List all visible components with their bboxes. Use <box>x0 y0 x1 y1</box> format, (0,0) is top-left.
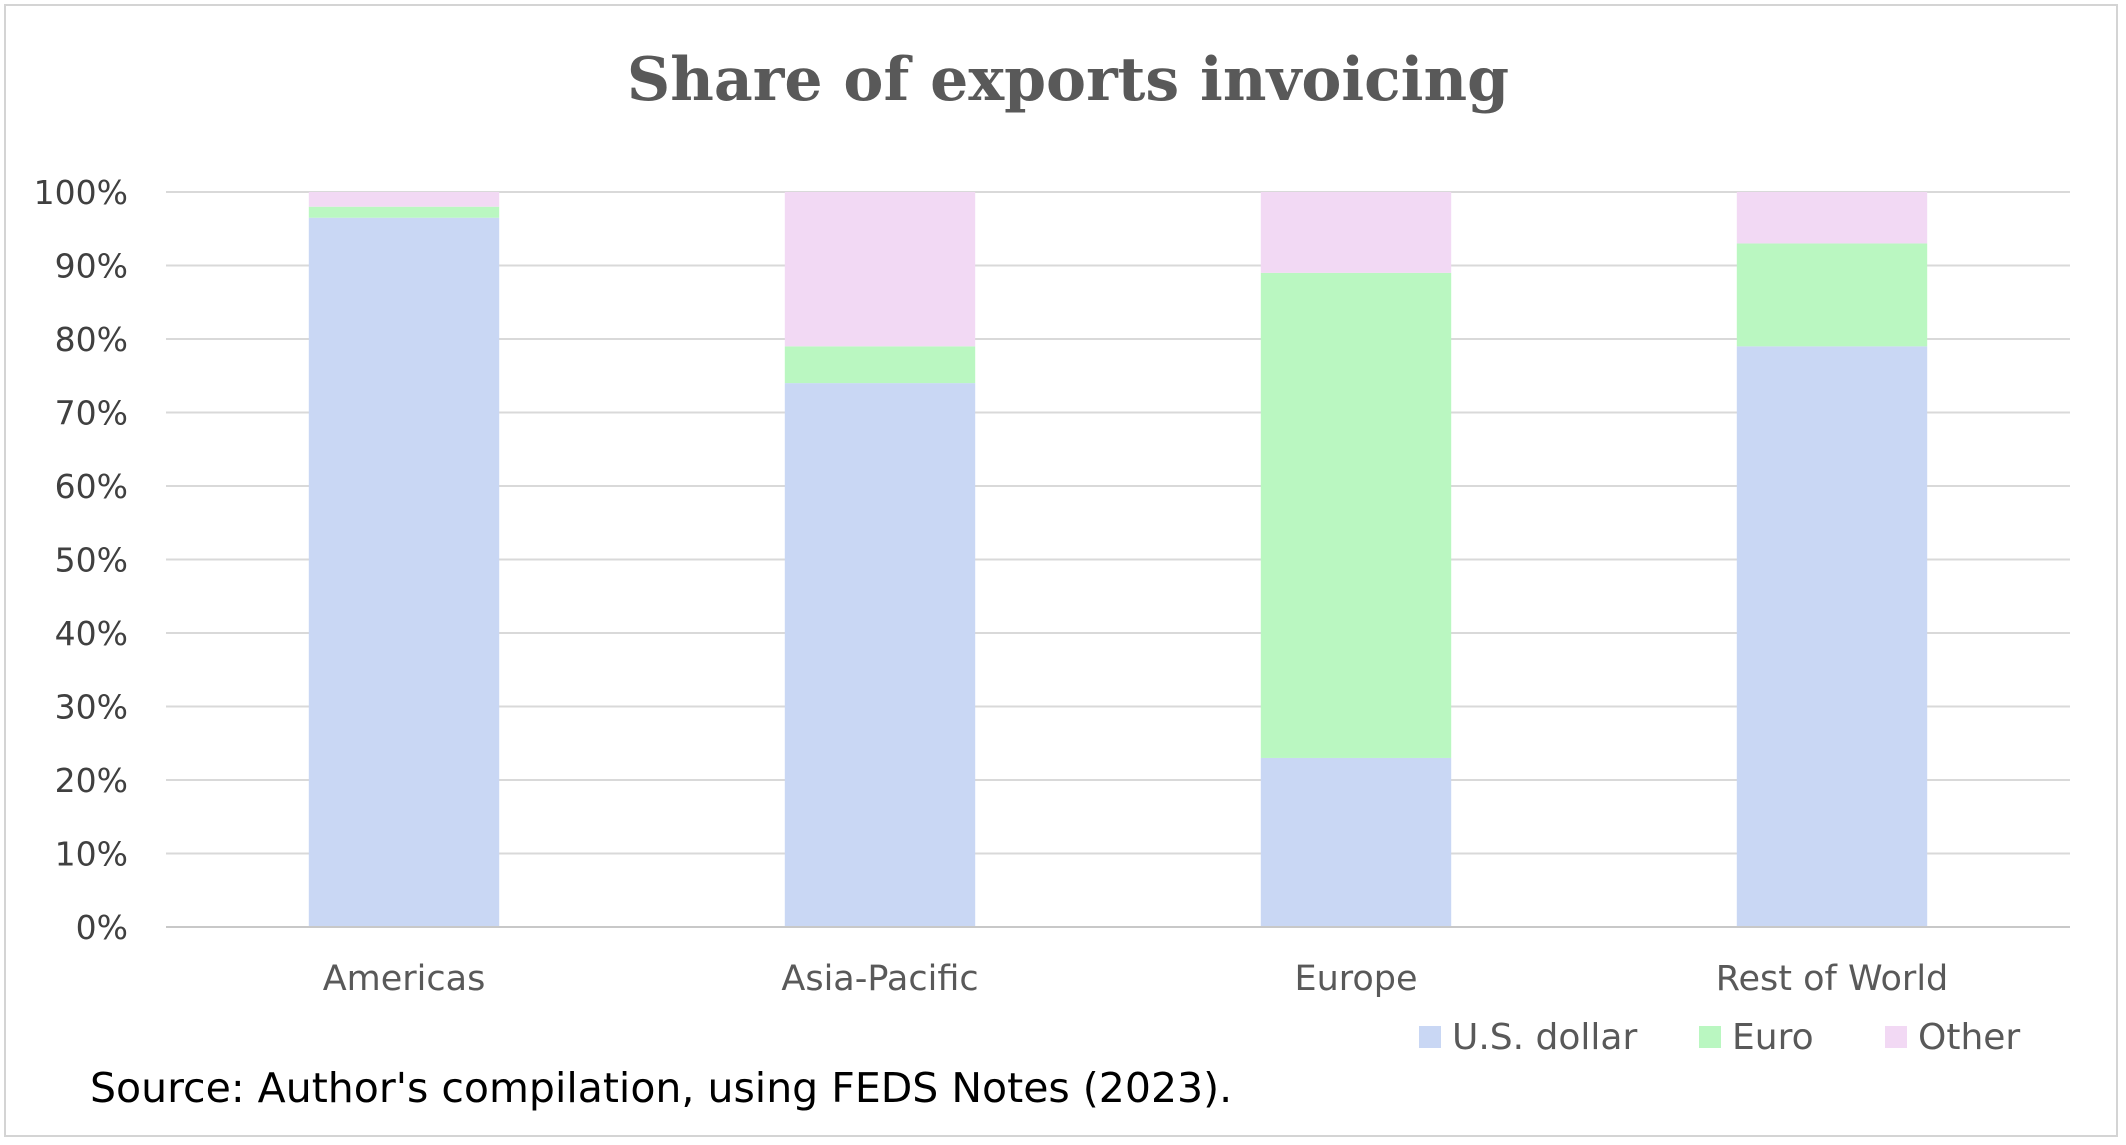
bar-europe-u-s-dollar <box>1260 757 1452 927</box>
bar-europe-other <box>1260 192 1452 273</box>
legend: U.S. dollar Euro Other <box>1419 1017 2020 1058</box>
y-tick-label: 80% <box>55 320 128 359</box>
bar-americas-euro <box>308 206 500 218</box>
bars <box>308 192 1928 928</box>
bar-rest-of-world-euro <box>1736 243 1928 347</box>
x-category-label: Americas <box>323 959 486 999</box>
x-category-label: Rest of World <box>1716 959 1949 999</box>
legend-swatch <box>1885 1026 1907 1048</box>
legend-label: U.S. dollar <box>1452 1017 1637 1058</box>
bar-americas-other <box>308 192 500 207</box>
x-axis-category-labels: Americas Asia-Pacific Europe Rest of World <box>323 959 1949 999</box>
bar-rest-of-world-u-s-dollar <box>1736 346 1928 928</box>
y-tick-label: 90% <box>55 247 128 286</box>
y-tick-label: 0% <box>76 908 128 947</box>
legend-label: Other <box>1918 1017 2020 1058</box>
legend-swatch <box>1419 1026 1441 1048</box>
bar-asia-pacific-other <box>784 192 976 347</box>
bar-rest-of-world-other <box>1736 192 1928 244</box>
bar-americas-u-s-dollar <box>308 217 500 928</box>
y-tick-label: 70% <box>55 394 128 433</box>
y-tick-label: 100% <box>34 173 128 212</box>
bar-europe-euro <box>1260 272 1452 758</box>
x-category-label: Europe <box>1294 959 1417 999</box>
y-tick-label: 50% <box>55 541 128 580</box>
x-category-label: Asia-Pacific <box>781 959 978 999</box>
y-axis-tick-labels: 0% 10% 20% 30% 40% 50% 60% 70% 80% 90% 100% <box>34 173 128 947</box>
y-tick-label: 40% <box>55 614 128 653</box>
legend-label: Euro <box>1732 1017 1814 1058</box>
y-tick-label: 30% <box>55 688 128 727</box>
bar-asia-pacific-u-s-dollar <box>784 383 976 928</box>
bar-asia-pacific-euro <box>784 346 976 384</box>
y-tick-label: 10% <box>55 835 128 874</box>
chart-title: Share of exports invoicing <box>627 45 1509 115</box>
y-tick-label: 20% <box>55 761 128 800</box>
source-note: Source: Author's compilation, using FEDS… <box>90 1064 1232 1112</box>
y-tick-label: 60% <box>55 467 128 506</box>
legend-swatch <box>1699 1026 1721 1048</box>
